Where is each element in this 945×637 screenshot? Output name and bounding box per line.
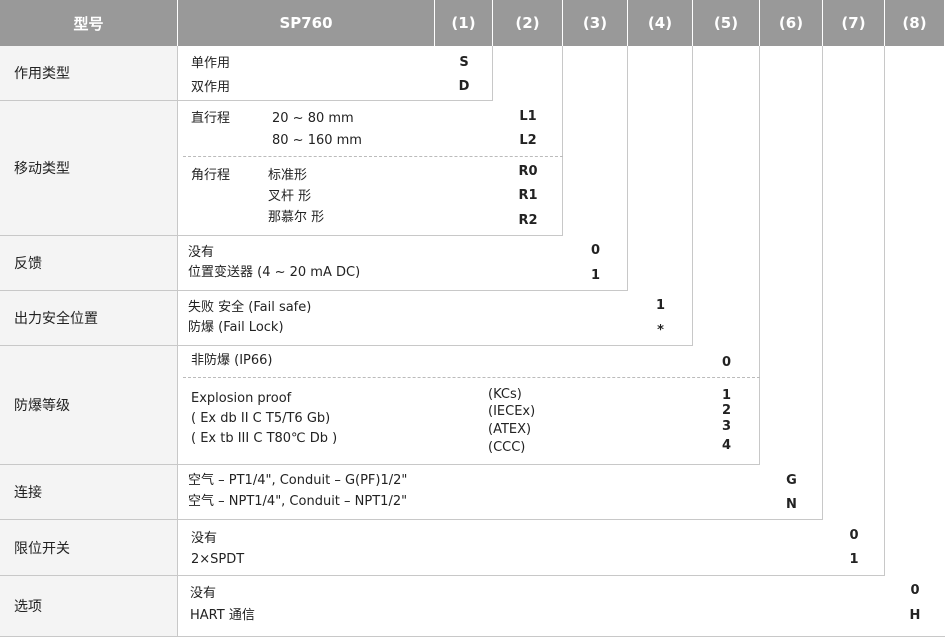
row-label: 选项 (0, 576, 178, 637)
option-code: N (786, 497, 797, 512)
row-box (178, 101, 563, 236)
option-code: R0 (518, 164, 538, 179)
option-code: R2 (518, 213, 538, 228)
row-label: 出力安全位置 (0, 291, 178, 346)
header-column: (2) (493, 0, 563, 46)
option-code: D (458, 79, 470, 94)
option-text: 单作用 (191, 56, 231, 71)
option-text: 空气 – PT1/4", Conduit – G(PF)1/2" (188, 473, 408, 488)
option-code: G (786, 473, 797, 488)
option-text: 2×SPDT (191, 552, 245, 567)
column-divider (822, 46, 823, 520)
option-code: 0 (721, 355, 732, 370)
row-box (178, 236, 628, 291)
option-text: ( Ex db II C T5/T6 Gb) (191, 411, 331, 426)
row-box (178, 520, 885, 576)
option-code: 0 (590, 243, 601, 258)
option-text: 位置变送器 (4 ~ 20 mA DC) (188, 265, 361, 280)
option-text: 那慕尔 形 (268, 210, 325, 225)
column-divider (562, 46, 563, 236)
option-code: H (909, 608, 921, 623)
option-text: (ATEX) (488, 422, 532, 437)
row-label: 连接 (0, 465, 178, 520)
header-column: (4) (628, 0, 693, 46)
option-code: 4 (721, 438, 732, 453)
option-text: 非防爆 (IP66) (191, 353, 273, 368)
option-text: 角行程 (191, 168, 231, 183)
option-text: 失败 安全 (Fail safe) (188, 300, 312, 315)
option-text: 标准形 (268, 168, 308, 183)
option-text: 没有 (190, 586, 217, 601)
option-code: 0 (910, 583, 920, 598)
column-divider (884, 46, 885, 576)
header-column: (7) (823, 0, 885, 46)
row-label: 作用类型 (0, 46, 178, 101)
row-label: 限位开关 (0, 520, 178, 576)
option-code: 2 (721, 403, 732, 418)
option-code: 1 (590, 268, 601, 283)
header-column: (5) (693, 0, 760, 46)
option-code: 1 (721, 388, 732, 403)
option-text: 空气 – NPT1/4", Conduit – NPT1/2" (188, 494, 408, 509)
option-code: L2 (519, 133, 537, 148)
option-text: (IECEx) (488, 404, 536, 419)
option-text: 直行程 (191, 111, 231, 126)
option-code: S (459, 55, 469, 70)
option-text: Explosion proof (191, 391, 292, 406)
option-text: 没有 (188, 245, 215, 260)
option-text: 20 ~ 80 mm (272, 111, 354, 126)
option-text: 防爆 (Fail Lock) (188, 320, 284, 335)
option-text: 双作用 (191, 80, 231, 95)
header-column: (8) (885, 0, 945, 46)
option-code: 1 (849, 552, 859, 567)
option-code: 1 (655, 298, 666, 313)
divider (183, 156, 563, 157)
option-code: L1 (519, 109, 537, 124)
option-text: 叉杆 形 (268, 189, 312, 204)
divider (183, 377, 760, 378)
option-text: (CCC) (488, 440, 526, 455)
option-text: HART 通信 (190, 608, 255, 623)
column-divider (627, 46, 628, 291)
header-column: (1) (435, 0, 493, 46)
option-text: 没有 (191, 531, 218, 546)
column-divider (492, 46, 493, 101)
header-model: SP760 (178, 0, 435, 46)
row-box (178, 576, 693, 637)
option-code: 3 (721, 419, 732, 434)
option-text: 80 ~ 160 mm (272, 133, 362, 148)
option-code: * (657, 323, 664, 338)
option-text: ( Ex tb III C T80℃ Db ) (191, 431, 338, 446)
column-divider (759, 46, 760, 465)
column-divider (692, 46, 693, 346)
option-code: R1 (518, 188, 538, 203)
header-column: (6) (760, 0, 823, 46)
header-model-label: 型号 (0, 0, 178, 46)
header-column: (3) (563, 0, 628, 46)
option-text: (KCs) (488, 387, 522, 402)
row-label: 反馈 (0, 236, 178, 291)
option-code: 0 (849, 528, 859, 543)
row-label: 防爆等级 (0, 346, 178, 465)
row-label: 移动类型 (0, 101, 178, 236)
